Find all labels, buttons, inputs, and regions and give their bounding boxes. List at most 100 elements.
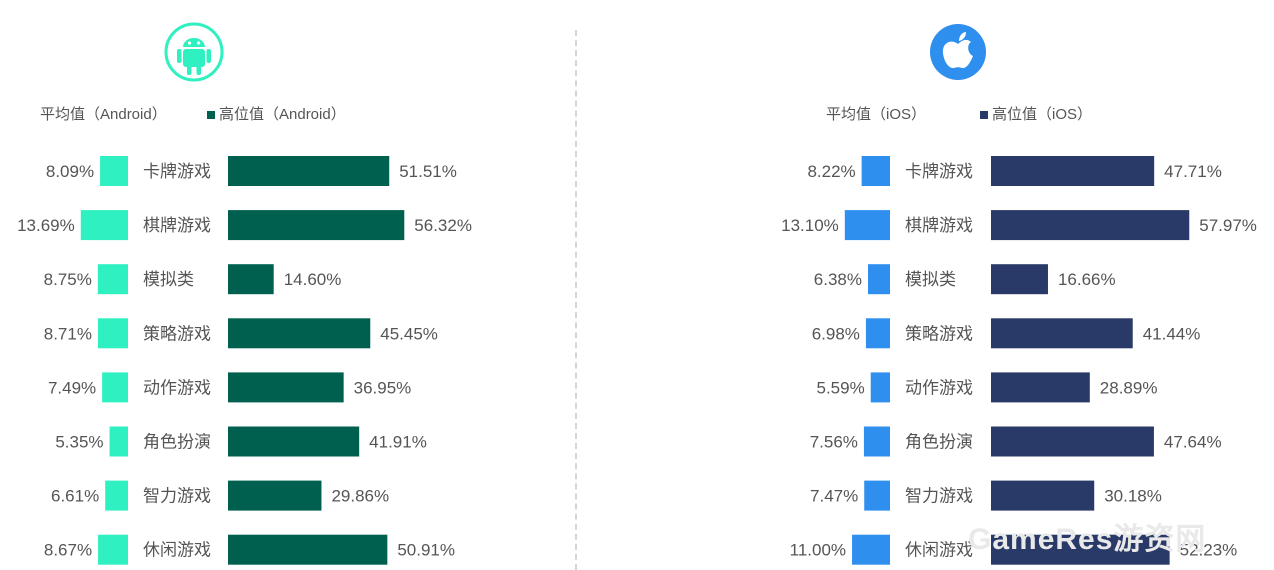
avg-bar [861, 156, 890, 186]
avg-bar [105, 480, 128, 511]
high-bar [991, 318, 1133, 349]
high-value-label: 47.71% [1164, 162, 1222, 181]
avg-bar [109, 426, 128, 457]
high-value-label: 14.60% [284, 270, 342, 289]
high-bar [228, 426, 360, 457]
category-label: 棋牌游戏 [143, 216, 211, 236]
avg-value-label: 8.71% [44, 324, 92, 343]
category-label: 卡牌游戏 [143, 162, 211, 182]
avg-bar [870, 372, 890, 403]
avg-bar [97, 318, 128, 349]
avg-value-label: 8.09% [46, 162, 94, 181]
category-label: 棋牌游戏 [905, 216, 973, 236]
high-value-label: 47.64% [1164, 433, 1222, 452]
avg-bar [864, 480, 890, 511]
legend-swatch [980, 110, 988, 119]
high-bar [228, 264, 274, 295]
icon-arm [206, 49, 211, 63]
icon-eye [187, 41, 192, 45]
high-bar [228, 534, 388, 565]
avg-value-label: 13.10% [781, 216, 839, 235]
high-bar [228, 372, 344, 403]
category-label: 动作游戏 [905, 378, 973, 398]
avg-bar [100, 156, 128, 186]
avg-bar [80, 210, 128, 241]
icon-leg [187, 65, 192, 75]
high-bar [228, 210, 405, 241]
category-label: 休闲游戏 [143, 541, 211, 561]
avg-bar [863, 426, 890, 457]
avg-value-label: 7.56% [810, 433, 858, 452]
avg-bar [852, 534, 890, 565]
avg-bar [865, 318, 890, 349]
icon-ring [164, 22, 224, 82]
legend-swatch [207, 110, 215, 119]
category-label: 智力游戏 [905, 487, 973, 507]
high-value-label: 28.89% [1100, 378, 1158, 397]
avg-value-label: 8.67% [44, 541, 92, 560]
category-label: 卡牌游戏 [905, 162, 973, 182]
high-bar [991, 372, 1090, 403]
category-label: 休闲游戏 [905, 541, 973, 561]
category-label: 角色扮演 [143, 433, 211, 453]
category-label: 动作游戏 [143, 378, 211, 398]
high-bar [991, 534, 1170, 565]
category-label: 策略游戏 [905, 324, 973, 344]
avg-value-label: 8.75% [44, 270, 92, 289]
high-bar [228, 318, 371, 349]
high-bar [991, 156, 1155, 186]
android-icon [164, 22, 224, 82]
watermark: GameRes游资网 [968, 523, 1207, 556]
legend-high-android: 高位值（Android） [207, 103, 346, 124]
high-value-label: 45.45% [380, 324, 438, 343]
high-bar [228, 156, 390, 186]
icon-head [183, 38, 205, 47]
avg-value-label: 8.22% [807, 162, 855, 181]
category-label: 模拟类 [905, 270, 956, 290]
legend-avg-android: 平均值（Android） [40, 106, 167, 123]
high-value-label: 16.66% [1058, 270, 1116, 289]
icon-leg [196, 65, 201, 75]
icon-leaf [959, 32, 966, 41]
ios-chart: 8.22% 卡牌游戏 47.71% 13.10% 棋牌游戏 57.97% 6.38% 模拟类 1… [781, 24, 1257, 565]
high-bar [991, 264, 1048, 295]
avg-value-label: 13.69% [17, 216, 75, 235]
high-value-label: 56.32% [414, 216, 472, 235]
android-chart: 8.09% 卡牌游戏 51.51% 13.69% 棋牌游戏 56.32% 8.75% 模拟类 1… [17, 22, 472, 565]
avg-value-label: 5.35% [55, 433, 103, 452]
avg-bar [97, 264, 128, 295]
category-label: 角色扮演 [905, 433, 973, 453]
high-value-label: 30.18% [1104, 487, 1162, 506]
high-bar [991, 210, 1190, 241]
avg-value-label: 7.47% [810, 487, 858, 506]
avg-value-label: 6.38% [814, 270, 862, 289]
legend-high-ios: 高位值（iOS） [980, 103, 1092, 124]
high-value-label: 41.44% [1143, 324, 1201, 343]
icon-apple [942, 39, 973, 69]
legend-avg-ios: 平均值（iOS） [826, 106, 927, 123]
category-label: 智力游戏 [143, 487, 211, 507]
avg-value-label: 7.49% [48, 378, 96, 397]
icon-eye [196, 41, 201, 45]
icon-arm [177, 49, 182, 63]
avg-value-label: 6.61% [51, 487, 99, 506]
apple-icon [930, 24, 986, 80]
high-value-label: 41.91% [369, 433, 427, 452]
high-value-label: 50.91% [397, 541, 455, 560]
high-bar [991, 480, 1095, 511]
avg-bar [98, 534, 128, 565]
avg-value-label: 5.59% [817, 378, 865, 397]
avg-value-label: 6.98% [812, 324, 860, 343]
high-value-label: 29.86% [331, 487, 389, 506]
high-value-label: 51.51% [399, 162, 457, 181]
avg-value-label: 11.00% [790, 541, 846, 560]
avg-bar [844, 210, 890, 241]
category-label: 模拟类 [143, 270, 194, 290]
panel-divider [575, 30, 577, 570]
avg-bar [102, 372, 128, 403]
avg-bar [867, 264, 890, 295]
high-value-label: 57.97% [1199, 216, 1257, 235]
high-bar [228, 480, 322, 511]
high-value-label: 36.95% [354, 378, 412, 397]
